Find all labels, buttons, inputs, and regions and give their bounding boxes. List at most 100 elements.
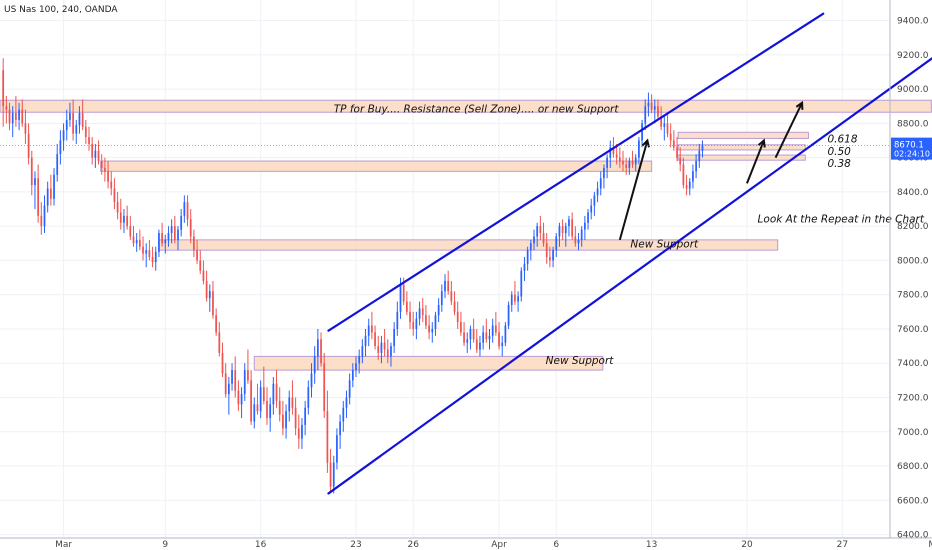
candle-body [351, 370, 354, 381]
candle-body [431, 328, 434, 333]
time-tick-label: 9 [162, 540, 168, 550]
candle-body [88, 137, 90, 144]
price-tick-label: 8800.0 [897, 119, 929, 129]
time-tick-label: 6 [553, 540, 559, 550]
candle-body [316, 339, 319, 357]
channel-line [327, 57, 932, 495]
candle-body [332, 462, 335, 487]
candle-body [526, 250, 529, 264]
current-price-box [891, 137, 932, 160]
candle-body [517, 296, 519, 302]
price-tick-label: 7200.0 [897, 394, 929, 404]
current-price-value: 8670.1 [894, 141, 924, 151]
zone-rectangle [0, 99, 932, 113]
candle-body [453, 301, 456, 312]
annotation-text: New Support [630, 238, 699, 250]
price-tick-label: 8000.0 [897, 256, 929, 266]
channel-line [327, 12, 825, 332]
candle-body [148, 250, 151, 258]
candle-body [27, 133, 30, 158]
candle-body [383, 342, 386, 350]
candle-body [698, 150, 701, 162]
zone-rectangle [100, 160, 653, 172]
candle-body [545, 243, 548, 258]
candle-body [69, 113, 71, 120]
candle-body [583, 222, 586, 230]
candle-body [666, 123, 669, 134]
candle-body [558, 226, 561, 237]
candle-body [243, 370, 246, 395]
candle-body [679, 157, 682, 165]
candle-body [215, 315, 218, 333]
candle-body [129, 226, 132, 237]
candle-body [434, 315, 437, 329]
candle-body [587, 212, 589, 223]
candle-body [208, 291, 211, 299]
price-tick-label: 6400.0 [897, 531, 929, 541]
candle-body [615, 154, 618, 158]
candle-body [288, 397, 291, 412]
candle-body [355, 363, 357, 371]
candle-body [380, 342, 383, 353]
candle-body [34, 178, 36, 186]
candle-body [682, 164, 685, 186]
candle-body [113, 188, 116, 203]
candle-body [444, 280, 446, 292]
candle-body [202, 270, 205, 281]
candle-body [323, 363, 326, 412]
candle-body [612, 147, 615, 155]
current-price-countdown: 02:24:10 [894, 150, 930, 159]
candle-body [186, 202, 189, 220]
candle-body [650, 102, 653, 110]
price-tick-label: 9400.0 [897, 17, 929, 27]
candle-body [193, 236, 195, 251]
candle-body [469, 328, 472, 340]
candle-body [374, 332, 376, 347]
candle-body [485, 332, 488, 340]
candle-body [418, 308, 421, 319]
candle-body [151, 257, 154, 263]
candle-body [409, 311, 411, 323]
candle-body [695, 161, 697, 172]
candle-body [326, 411, 329, 463]
zone-rectangle [677, 144, 806, 151]
candle-body [644, 106, 647, 124]
candle-body [447, 280, 450, 292]
candle-body [405, 301, 408, 312]
candle-body [256, 404, 259, 412]
candle-body [24, 123, 27, 134]
candle-body [622, 161, 624, 165]
candle-body [145, 250, 148, 254]
candle-body [463, 332, 465, 343]
time-tick-label: Mar [55, 540, 72, 550]
candle-body [606, 157, 608, 168]
candles [2, 58, 704, 494]
price-tick-label: 9000.0 [897, 85, 929, 95]
time-tick-label: 26 [407, 540, 419, 550]
candle-body [539, 226, 542, 234]
time-tick-label: 27 [837, 540, 848, 550]
candle-body [488, 335, 491, 340]
candle-body [549, 257, 551, 261]
price-tick-label: 6800.0 [897, 462, 929, 472]
candle-body [126, 215, 129, 227]
time-tick-label: May [928, 540, 932, 550]
candle-body [358, 356, 361, 364]
candle-body [84, 126, 87, 138]
candle-body [456, 311, 459, 323]
candle-body [5, 106, 8, 110]
candle-body [247, 370, 249, 381]
candle-body [272, 383, 275, 405]
candle-body [396, 311, 399, 329]
arrows [618, 100, 804, 241]
candle-body [310, 373, 313, 388]
candle-body [393, 328, 396, 347]
time-axis[interactable]: Mar9162326Apr6132027May4 [55, 540, 932, 550]
candle-body [199, 260, 202, 271]
candle-body [498, 332, 500, 347]
candle-body [428, 325, 430, 333]
candle-body [660, 116, 663, 127]
candle-body [285, 411, 287, 429]
candle-body [345, 397, 348, 408]
